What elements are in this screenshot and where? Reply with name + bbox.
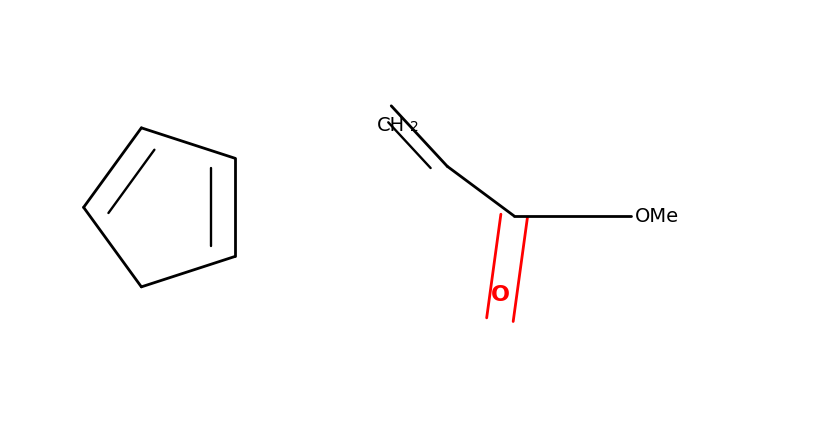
Text: OMe: OMe (635, 206, 680, 226)
Text: CH: CH (377, 116, 405, 135)
Text: O: O (491, 285, 509, 305)
Text: 2: 2 (410, 120, 418, 134)
